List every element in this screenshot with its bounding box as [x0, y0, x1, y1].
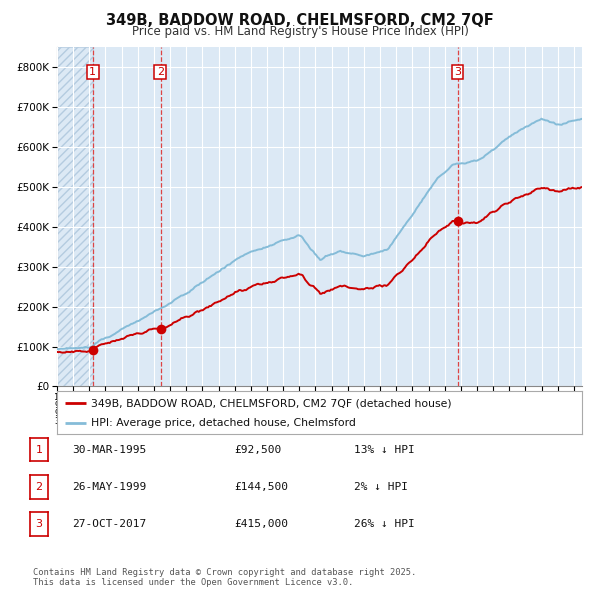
Text: 349B, BADDOW ROAD, CHELMSFORD, CM2 7QF: 349B, BADDOW ROAD, CHELMSFORD, CM2 7QF — [106, 13, 494, 28]
Text: £415,000: £415,000 — [234, 519, 288, 529]
Text: 27-OCT-2017: 27-OCT-2017 — [72, 519, 146, 529]
Text: 2: 2 — [35, 482, 43, 491]
Bar — [57, 47, 94, 386]
Text: 349B, BADDOW ROAD, CHELMSFORD, CM2 7QF (detached house): 349B, BADDOW ROAD, CHELMSFORD, CM2 7QF (… — [91, 398, 452, 408]
Text: 13% ↓ HPI: 13% ↓ HPI — [354, 445, 415, 454]
Text: Contains HM Land Registry data © Crown copyright and database right 2025.
This d: Contains HM Land Registry data © Crown c… — [33, 568, 416, 587]
Text: 1: 1 — [89, 67, 97, 77]
Text: 30-MAR-1995: 30-MAR-1995 — [72, 445, 146, 454]
Text: 2: 2 — [157, 67, 164, 77]
Text: 1: 1 — [35, 445, 43, 454]
Text: Price paid vs. HM Land Registry's House Price Index (HPI): Price paid vs. HM Land Registry's House … — [131, 25, 469, 38]
Text: £92,500: £92,500 — [234, 445, 281, 454]
Text: 3: 3 — [454, 67, 461, 77]
Bar — [57, 47, 94, 386]
Text: 2% ↓ HPI: 2% ↓ HPI — [354, 482, 408, 491]
Text: £144,500: £144,500 — [234, 482, 288, 491]
Text: 26% ↓ HPI: 26% ↓ HPI — [354, 519, 415, 529]
Text: 3: 3 — [35, 519, 43, 529]
Text: HPI: Average price, detached house, Chelmsford: HPI: Average price, detached house, Chel… — [91, 418, 356, 428]
Text: 26-MAY-1999: 26-MAY-1999 — [72, 482, 146, 491]
